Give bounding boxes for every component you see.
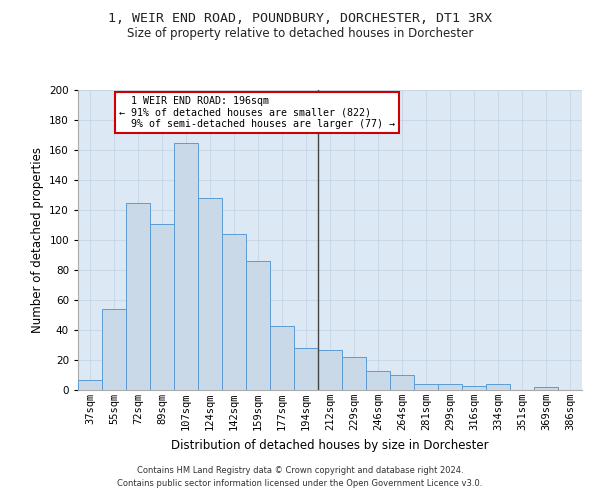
Text: Size of property relative to detached houses in Dorchester: Size of property relative to detached ho… [127, 28, 473, 40]
Bar [222, 234, 246, 390]
Bar [126, 202, 150, 390]
Text: Contains HM Land Registry data © Crown copyright and database right 2024.
Contai: Contains HM Land Registry data © Crown c… [118, 466, 482, 487]
Bar [246, 261, 270, 390]
Bar [342, 357, 366, 390]
Bar [414, 384, 438, 390]
Bar [174, 142, 198, 390]
Text: 1 WEIR END ROAD: 196sqm  
← 91% of detached houses are smaller (822)
  9% of sem: 1 WEIR END ROAD: 196sqm ← 91% of detache… [119, 96, 395, 129]
Bar [366, 370, 390, 390]
Bar [318, 350, 342, 390]
Bar [294, 348, 318, 390]
Bar [390, 375, 414, 390]
Bar [150, 224, 174, 390]
Bar [102, 309, 126, 390]
Bar [78, 380, 102, 390]
Bar [198, 198, 222, 390]
Bar [534, 387, 558, 390]
Y-axis label: Number of detached properties: Number of detached properties [31, 147, 44, 333]
X-axis label: Distribution of detached houses by size in Dorchester: Distribution of detached houses by size … [171, 438, 489, 452]
Bar [438, 384, 462, 390]
Text: 1, WEIR END ROAD, POUNDBURY, DORCHESTER, DT1 3RX: 1, WEIR END ROAD, POUNDBURY, DORCHESTER,… [108, 12, 492, 26]
Bar [270, 326, 294, 390]
Bar [462, 386, 486, 390]
Bar [486, 384, 510, 390]
